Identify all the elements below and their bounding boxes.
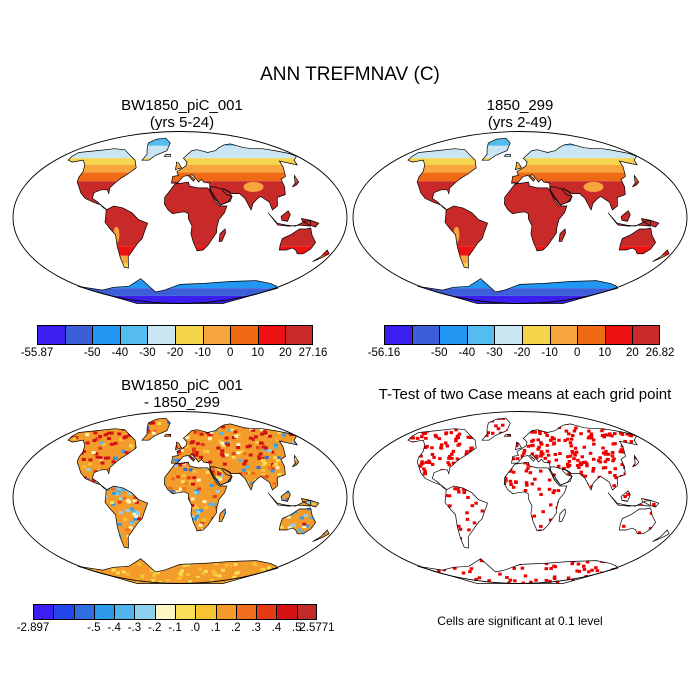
diff-title-line2: - 1850_299 <box>144 394 220 411</box>
colorbar-swatch <box>195 604 217 620</box>
colorbar-tick-label: -.4 <box>107 622 121 634</box>
colorbar-tick-label: .2 <box>231 622 241 634</box>
colorbar-tick-label: -.3 <box>127 622 142 634</box>
colorbar-tick-label: 10 <box>598 347 612 359</box>
map-background <box>353 411 687 584</box>
diff-title: BW1850_piC_001 - 1850_299 <box>62 377 302 411</box>
colorbar-tick-label: .3 <box>251 622 261 634</box>
colorbar-swatch <box>439 325 468 345</box>
colorbar-tick-label: 20 <box>278 347 292 359</box>
colorbar-tick-label: 0 <box>573 347 581 359</box>
colorbar-tick-label: .4 <box>271 622 282 634</box>
colorbar-swatch <box>256 604 277 620</box>
colorbar-tick-label: 27.16 <box>298 347 328 359</box>
colorbar-tick-label: -2.897 <box>16 622 50 634</box>
colorbar-swatch <box>230 325 259 345</box>
colorbar-swatch <box>604 325 633 345</box>
map-border <box>352 131 688 304</box>
case2-title-line2: (yrs 2-49) <box>487 114 553 131</box>
colorbar-tick-label: .0 <box>190 622 201 634</box>
colorbar-swatch <box>384 325 413 345</box>
difference-colorbar: -2.897 -.5 -.4 -.3 -.2 -.1 .0 .1 .2 .3 .4 .5 2.5771 <box>17 604 335 634</box>
colorbar-tick-label: 2.5771 <box>299 622 335 634</box>
coastlines <box>67 417 330 584</box>
colorbar-swatch <box>64 325 93 345</box>
colorbar-swatch <box>202 325 231 345</box>
case2-colorbar: -56.16 -50 -40 -30 -20 -10 0 10 20 26.82 <box>368 325 674 359</box>
coastlines <box>67 137 330 304</box>
colorbar-swatch <box>134 604 156 620</box>
colorbar-swatch <box>522 325 551 345</box>
colorbar-swatch <box>411 325 440 345</box>
colorbar-tick-label: -.5 <box>87 622 101 634</box>
figure-title: ANN TREFMNAV (C) <box>260 64 440 85</box>
colorbar-swatch <box>285 325 314 345</box>
colorbar-swatch <box>632 325 661 345</box>
colorbar-swatch <box>257 325 286 345</box>
ttest-significance-map <box>352 411 688 584</box>
colorbar-tick-label: .5 <box>291 622 302 634</box>
case2-map <box>352 131 688 304</box>
colorbar-swatch <box>175 325 204 345</box>
case1-title-line2: (yrs 5-24) <box>149 114 215 131</box>
diff-title-line1: BW1850_piC_001 <box>121 377 243 394</box>
case1-title: BW1850_piC_001 (yrs 5-24) <box>62 97 302 131</box>
colorbar-swatch <box>296 604 318 620</box>
case2-title-line1: 1850_299 <box>486 97 554 114</box>
colorbar-swatch <box>37 325 66 345</box>
colorbar-tick-label: -10 <box>541 347 558 359</box>
colorbar-swatch <box>175 604 196 620</box>
colorbar-swatch <box>53 604 75 620</box>
colorbar-swatch <box>119 325 148 345</box>
colorbar-swatch <box>215 604 237 620</box>
colorbar-tick-label: -20 <box>513 347 531 359</box>
colorbar-tick-label: 20 <box>625 347 639 359</box>
colorbar-tick-label: .1 <box>210 622 221 634</box>
colorbar-tick-label: -50 <box>430 347 448 359</box>
colorbar-swatch <box>147 325 176 345</box>
colorbar-tick-label: 10 <box>251 347 265 359</box>
case1-title-line1: BW1850_piC_001 <box>121 97 243 114</box>
colorbar-tick-label: -.2 <box>147 622 162 634</box>
colorbar-tick-label: -40 <box>111 347 129 359</box>
ttest-title: T-Test of two Case means at each grid po… <box>350 386 700 403</box>
map-background <box>13 131 347 304</box>
map-background <box>13 411 347 584</box>
colorbar-tick-label: -.1 <box>168 622 182 634</box>
colorbar-swatch <box>549 325 578 345</box>
colorbar-swatch <box>93 604 115 620</box>
colorbar-tick-label: -56.16 <box>367 347 401 359</box>
map-background <box>353 131 687 304</box>
ttest-title-line1: T-Test of two Case means at each grid po… <box>378 386 672 403</box>
map-border <box>12 411 348 584</box>
colorbar-tick-label: -30 <box>139 347 156 359</box>
colorbar-tick-label: -10 <box>194 347 211 359</box>
significance-note: Cells are significant at 0.1 level <box>437 614 603 628</box>
colorbar-tick-label: 0 <box>226 347 234 359</box>
colorbar-tick-label: -30 <box>486 347 503 359</box>
difference-map <box>12 411 348 584</box>
colorbar-tick-label: -40 <box>458 347 476 359</box>
colorbar-tick-label: -50 <box>83 347 101 359</box>
colorbar-tick-label: 26.82 <box>645 347 675 359</box>
colorbar-swatch <box>235 604 257 620</box>
colorbar-swatch <box>154 604 176 620</box>
map-border <box>352 411 688 584</box>
case2-title: 1850_299 (yrs 2-49) <box>400 97 640 131</box>
colorbar-swatch <box>577 325 606 345</box>
colorbar-tick-label: -55.87 <box>20 347 54 359</box>
case1-colorbar: -55.87 -50 -40 -30 -20 -10 0 10 20 27.16 <box>21 325 327 359</box>
colorbar-swatch <box>466 325 495 345</box>
case1-map <box>12 131 348 304</box>
colorbar-swatch <box>276 604 298 620</box>
colorbar-swatch <box>494 325 523 345</box>
colorbar-swatch <box>92 325 121 345</box>
colorbar-swatch <box>114 604 135 620</box>
colorbar-tick-label: -20 <box>166 347 184 359</box>
map-border <box>12 131 348 304</box>
colorbar-swatch <box>73 604 95 620</box>
colorbar-swatch <box>33 604 54 620</box>
